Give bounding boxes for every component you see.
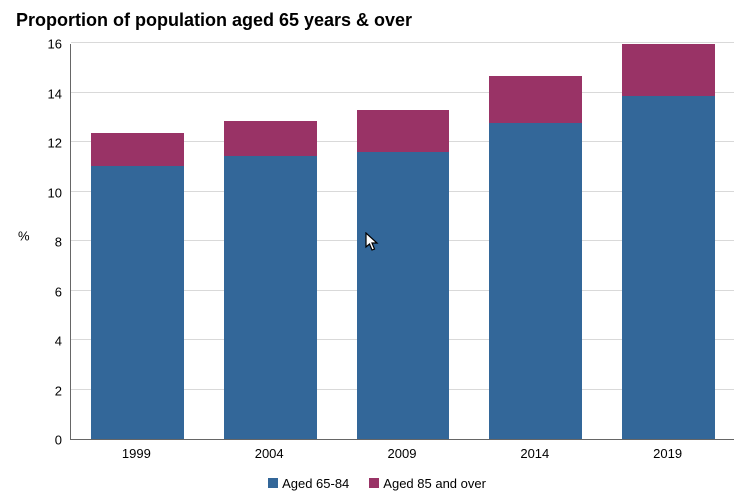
y-tick-label: 8 xyxy=(22,235,62,250)
bar-segment xyxy=(622,96,715,439)
y-tick-label: 14 xyxy=(22,86,62,101)
chart-container: Proportion of population aged 65 years &… xyxy=(0,0,754,500)
bar-group xyxy=(622,44,715,439)
legend-swatch xyxy=(268,478,278,488)
bar-segment xyxy=(224,121,317,156)
x-tick-label: 1999 xyxy=(122,446,151,461)
legend-label: Aged 85 and over xyxy=(383,476,486,491)
legend-item: Aged 65-84 xyxy=(268,475,349,491)
bar-group xyxy=(357,110,450,439)
y-tick-label: 10 xyxy=(22,185,62,200)
legend-item: Aged 85 and over xyxy=(369,475,486,491)
bar-segment xyxy=(489,76,582,123)
bar-segment xyxy=(357,152,450,439)
bar-group xyxy=(91,133,184,439)
x-tick-label: 2004 xyxy=(255,446,284,461)
legend-label: Aged 65-84 xyxy=(282,476,349,491)
y-tick-label: 16 xyxy=(22,37,62,52)
y-tick-label: 0 xyxy=(22,433,62,448)
plot-area xyxy=(70,44,734,440)
bar-segment xyxy=(91,166,184,439)
bar-segment xyxy=(622,44,715,96)
bar-segment xyxy=(357,110,450,152)
chart-title: Proportion of population aged 65 years &… xyxy=(16,10,412,31)
x-tick-label: 2019 xyxy=(653,446,682,461)
x-tick-label: 2009 xyxy=(388,446,417,461)
bar-segment xyxy=(489,123,582,439)
bar-group xyxy=(489,76,582,439)
bar-segment xyxy=(91,133,184,165)
legend: Aged 65-84 Aged 85 and over xyxy=(0,474,754,491)
legend-swatch xyxy=(369,478,379,488)
y-tick-label: 12 xyxy=(22,136,62,151)
bar-segment xyxy=(224,156,317,439)
y-tick-label: 6 xyxy=(22,284,62,299)
x-tick-label: 2014 xyxy=(520,446,549,461)
y-tick-label: 4 xyxy=(22,334,62,349)
bar-group xyxy=(224,121,317,439)
grid-line xyxy=(71,42,734,43)
y-tick-label: 2 xyxy=(22,383,62,398)
